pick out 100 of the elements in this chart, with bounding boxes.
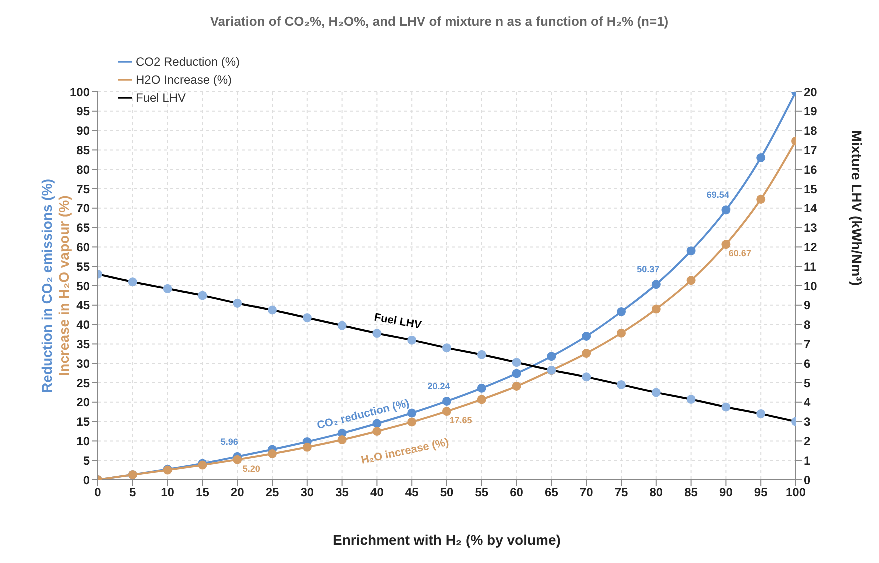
point xyxy=(722,240,731,250)
point xyxy=(477,395,486,404)
point xyxy=(477,384,486,393)
y-tick-label: 40 xyxy=(76,318,90,332)
x-tick-label: 30 xyxy=(300,486,314,500)
y2-tick-label: 6 xyxy=(804,356,811,371)
annotation: CO₂ reduction (%) xyxy=(316,398,412,432)
y2-tick-label: 14 xyxy=(804,202,818,216)
text: Increase in H₂O vapour (%) xyxy=(56,196,72,376)
y2-tick-label: 11 xyxy=(804,260,818,274)
y2-tick-label: 13 xyxy=(804,221,818,236)
y-tick-label: 30 xyxy=(76,356,90,371)
x-axis-title: Enrichment with H₂ (% by volume) xyxy=(333,532,561,548)
point xyxy=(617,307,626,316)
x-tick-label: 65 xyxy=(545,486,559,500)
point xyxy=(756,153,766,162)
y2-tick-label: 16 xyxy=(804,162,818,177)
y-tick-label: 95 xyxy=(76,104,90,119)
y-tick-label: 75 xyxy=(76,182,90,196)
x-tick-label: 95 xyxy=(754,486,768,500)
data-label: 17.65 xyxy=(450,416,472,426)
point xyxy=(686,276,696,286)
y2-tick-label: 12 xyxy=(804,240,818,254)
legend-label: CO2 Reduction (%) xyxy=(136,55,240,69)
x-tick-label: 80 xyxy=(650,486,664,500)
y2-tick-label: 2 xyxy=(804,434,811,448)
y2-tick-label: 17 xyxy=(804,143,818,158)
data-label: 5.96 xyxy=(220,436,238,447)
point xyxy=(408,418,417,427)
y-tick-label: 45 xyxy=(76,298,90,313)
y2-tick-label: 5 xyxy=(804,376,811,390)
point xyxy=(722,206,731,215)
x-tick-label: 100 xyxy=(786,486,806,500)
y-tick-label: 35 xyxy=(76,337,90,352)
chart-title: Variation of CO₂%, H₂O%, and LHV of mixture n as a function of H₂% (n=1) xyxy=(210,14,669,29)
y2-tick-label: 3 xyxy=(804,415,811,430)
x-tick-label: 75 xyxy=(614,486,628,500)
y2-tick-label: 7 xyxy=(804,337,811,352)
point xyxy=(547,352,556,362)
legend-label: Fuel LHV xyxy=(136,91,186,105)
point xyxy=(617,328,626,338)
y-tick-label: 60 xyxy=(76,240,90,254)
point xyxy=(233,455,242,464)
y-axis-title: Reduction in CO₂ emissions (%) xyxy=(39,179,55,393)
y-tick-label: 25 xyxy=(76,376,90,390)
y-tick-label: 80 xyxy=(76,162,90,177)
data-label: 5.20 xyxy=(242,464,260,474)
legend-label: H2O Increase (%) xyxy=(136,73,232,87)
data-label: 20.24 xyxy=(428,381,450,392)
y2-tick-label: 18 xyxy=(804,124,818,138)
x-tick-label: 10 xyxy=(161,486,175,500)
y-tick-label: 20 xyxy=(76,396,90,410)
point xyxy=(512,369,522,378)
point xyxy=(582,349,592,358)
y-tick-label: 90 xyxy=(76,124,90,138)
y-tick-label: 0 xyxy=(83,473,90,488)
x-tick-label: 20 xyxy=(230,486,245,500)
x-tick-label: 5 xyxy=(130,486,137,500)
y-tick-label: 5 xyxy=(83,454,90,468)
y2-tick-label: 1 xyxy=(804,454,811,468)
y2-axis-title: Mixture LHV (kWh/Nm³) xyxy=(849,130,866,286)
x-tick-label: 70 xyxy=(580,486,594,500)
y-tick-label: 70 xyxy=(76,202,90,216)
y2-tick-label: 4 xyxy=(804,396,811,410)
y2-tick-label: 8 xyxy=(804,318,811,332)
y-tick-label: 55 xyxy=(76,260,90,274)
point xyxy=(268,450,277,459)
x-tick-label: 45 xyxy=(405,486,420,500)
x-tick-label: 40 xyxy=(370,486,384,500)
point xyxy=(652,304,661,314)
point xyxy=(372,427,382,436)
point xyxy=(652,280,661,290)
x-tick-label: 90 xyxy=(720,486,734,500)
x-tick-label: 60 xyxy=(510,486,524,500)
point xyxy=(512,382,522,391)
y-tick-label: 15 xyxy=(76,415,90,430)
point xyxy=(338,436,347,445)
annotation: H₂O increase (%) xyxy=(360,436,451,467)
point xyxy=(582,332,592,341)
x-tick-label: 15 xyxy=(196,486,210,500)
point xyxy=(756,194,766,204)
y-tick-label: 10 xyxy=(76,434,90,448)
data-label: 69.54 xyxy=(706,190,730,200)
x-tick-label: 85 xyxy=(684,486,698,500)
x-tick-label: 25 xyxy=(266,486,280,500)
y2-tick-label: 10 xyxy=(804,279,818,294)
point xyxy=(442,396,452,406)
data-label: 50.37 xyxy=(637,264,660,275)
y2-tick-label: 15 xyxy=(804,182,818,196)
y-tick-label: 65 xyxy=(76,221,90,236)
point xyxy=(408,408,417,418)
x-tick-label: 0 xyxy=(94,486,102,500)
y2-tick-label: 9 xyxy=(804,298,811,313)
data-label: 60.67 xyxy=(728,248,752,259)
y-tick-label: 50 xyxy=(76,279,90,294)
y-tick-label: 85 xyxy=(76,143,90,158)
x-tick-label: 55 xyxy=(475,486,489,500)
annotation: Fuel LHV xyxy=(373,312,424,332)
point xyxy=(302,442,312,452)
point xyxy=(442,407,452,416)
